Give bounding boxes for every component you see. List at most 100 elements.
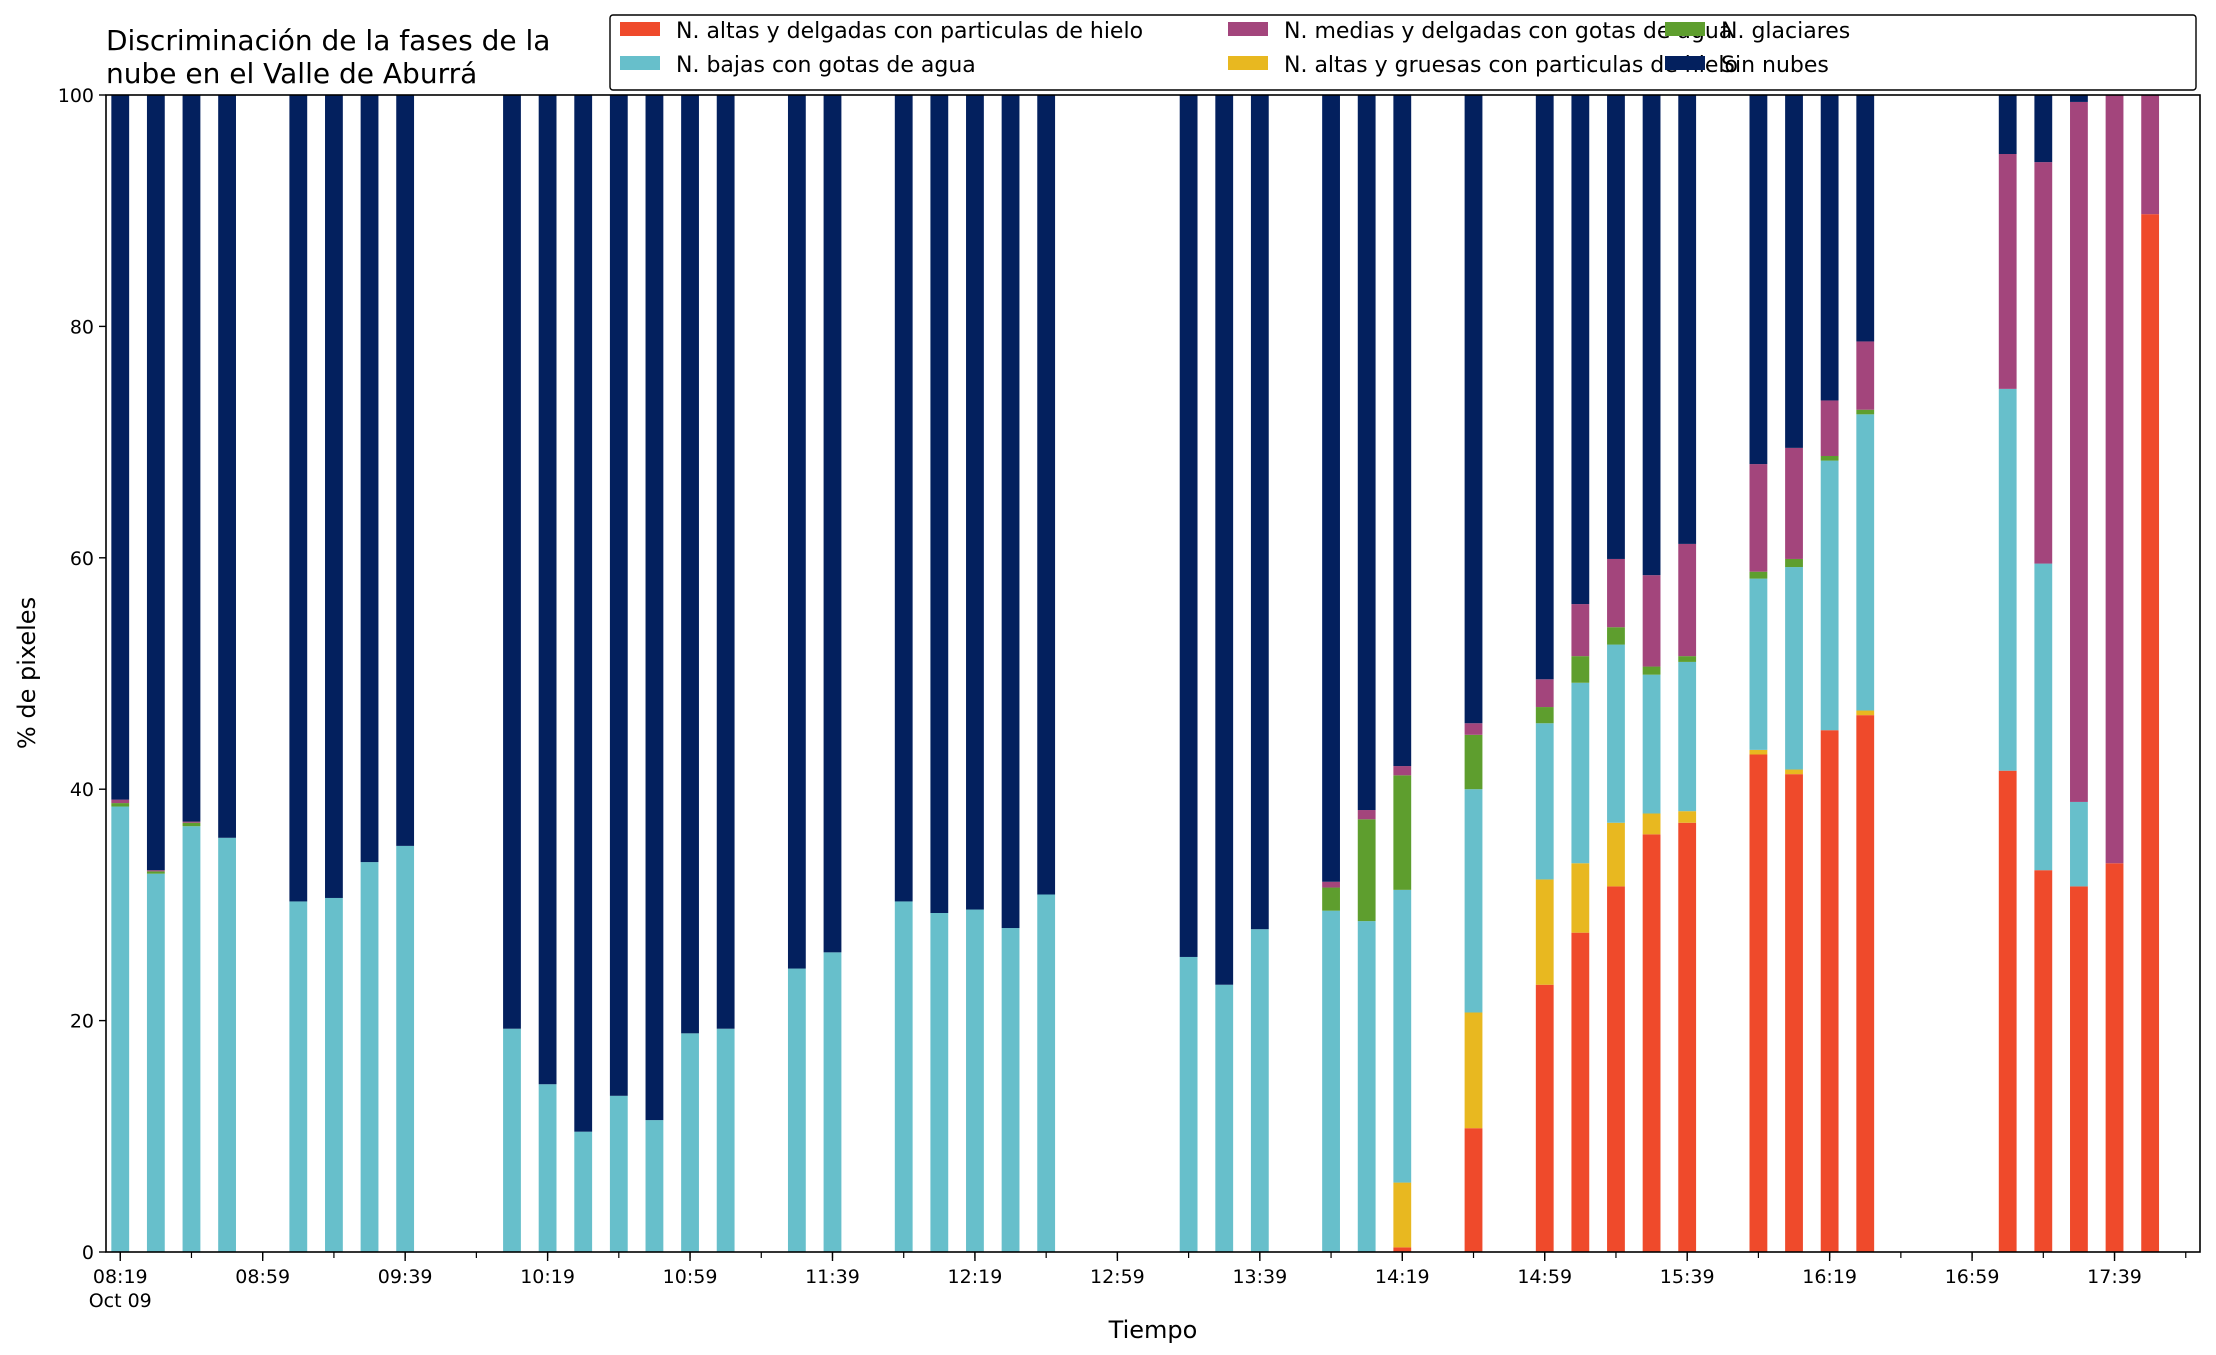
x-tick-label-0859: 08:59 xyxy=(235,1266,290,1288)
bar-segment-1239-s5 xyxy=(1037,95,1056,895)
x-axis-title: Tiempo xyxy=(1108,1316,1198,1344)
x-tick-label-1539: 15:39 xyxy=(1660,1266,1715,1288)
bar-segment-1729-s0 xyxy=(2070,886,2088,1252)
bar-segment-1359-s4 xyxy=(1322,881,1340,888)
bar-segment-1629-s4 xyxy=(1856,341,1875,410)
bar-segment-1319-s2 xyxy=(1179,956,1198,1252)
bar-segment-1409-s4 xyxy=(1357,810,1376,820)
bar-segment-1209-s2 xyxy=(930,913,949,1252)
bar-segment-0839-s5 xyxy=(182,95,201,822)
bar-segment-1519-s1 xyxy=(1607,822,1625,887)
chart-title-line-1: Discriminación de la fases de la xyxy=(106,24,550,57)
bar-segment-1139-s5 xyxy=(823,95,842,953)
y-tick-label-60: 60 xyxy=(70,548,94,570)
y-tick-label-80: 80 xyxy=(70,316,94,338)
bar-segment-1459-s4 xyxy=(1535,679,1554,708)
x-tick-label-1019: 10:19 xyxy=(520,1266,575,1288)
bar-segment-1229-s5 xyxy=(1001,95,1020,929)
bar-segment-0909-s2 xyxy=(289,901,308,1252)
bar-segment-1539-s1 xyxy=(1678,811,1697,823)
bar-segment-1439-s4 xyxy=(1464,723,1483,735)
bar-segment-1039-s5 xyxy=(609,95,628,1096)
bar-segment-1709-s0 xyxy=(1998,770,2017,1252)
bar-segment-1229-s2 xyxy=(1001,928,1020,1252)
bar-segment-1419-s4 xyxy=(1393,766,1412,776)
bar-segment-0829-s4 xyxy=(146,870,165,872)
bar-segment-1519-s2 xyxy=(1607,644,1625,823)
bar-segment-1609-s0 xyxy=(1785,774,1803,1252)
y-axis: 0 20 40 60 80 100 xyxy=(58,85,106,1264)
legend-swatch-2 xyxy=(620,56,660,70)
bar-segment-1219-s5 xyxy=(966,95,984,910)
bar-segment-1539-s4 xyxy=(1678,543,1697,657)
bar-segment-1509-s0 xyxy=(1571,932,1590,1252)
bar-segment-1609-s1 xyxy=(1785,769,1803,775)
bar-segment-1039-s2 xyxy=(609,1095,628,1252)
bar-segment-1459-s2 xyxy=(1535,723,1554,880)
bar-segment-1609-s3 xyxy=(1785,558,1803,568)
bar-segment-1439-s3 xyxy=(1464,734,1483,790)
bar-segment-1419-s5 xyxy=(1393,95,1412,767)
bar-segment-1439-s2 xyxy=(1464,789,1483,1013)
bar-segment-1619-s0 xyxy=(1820,730,1839,1252)
bar-segment-1129-s2 xyxy=(787,968,806,1252)
bar-segment-1419-s1 xyxy=(1393,1182,1412,1248)
bar-segment-1359-s2 xyxy=(1322,910,1340,1252)
bar-segment-1709-s5 xyxy=(1998,95,2017,155)
bar-segment-1539-s2 xyxy=(1678,661,1697,812)
bar-segment-1059-s5 xyxy=(681,95,699,1034)
bar-segment-1719-s4 xyxy=(2034,162,2053,564)
bar-segment-1459-s1 xyxy=(1535,879,1554,985)
legend-label-4: N. medias y delgadas con gotas de agua xyxy=(1284,19,1732,44)
bar-segment-1419-s3 xyxy=(1393,775,1412,890)
bar-segment-0829-s5 xyxy=(146,95,165,871)
bar-segment-1529-s0 xyxy=(1642,834,1661,1252)
bar-segment-1109-s2 xyxy=(716,1028,735,1252)
bar-segment-1419-s0 xyxy=(1393,1247,1412,1252)
bar-segment-1359-s5 xyxy=(1322,95,1340,882)
bar-segment-1529-s3 xyxy=(1642,666,1661,675)
bar-segment-1519-s4 xyxy=(1607,558,1625,628)
bar-segment-1209-s5 xyxy=(930,95,949,913)
x-tick-label-1259: 12:59 xyxy=(1090,1266,1145,1288)
legend-swatch-0 xyxy=(620,22,660,36)
bar-segment-1329-s5 xyxy=(1215,95,1234,985)
bar-segment-1509-s5 xyxy=(1571,95,1590,605)
bar-segment-1029-s5 xyxy=(574,95,593,1132)
bar-segment-1559-s2 xyxy=(1749,578,1768,750)
bar-segment-0839-s4 xyxy=(182,821,201,823)
x-tick-label-1419: 14:19 xyxy=(1375,1266,1430,1288)
bar-segment-1159-s2 xyxy=(894,901,913,1252)
bar-segment-1749-s4 xyxy=(2141,95,2160,215)
bar-segment-0919-s2 xyxy=(325,897,343,1252)
bar-segment-1629-s2 xyxy=(1856,414,1875,711)
bar-segment-1609-s5 xyxy=(1785,95,1803,448)
bar-segment-1019-s2 xyxy=(538,1084,557,1252)
chart-title-line-2: nube en el Valle de Aburrá xyxy=(106,57,477,90)
bar-segment-1539-s0 xyxy=(1678,822,1697,1252)
bar-segment-1629-s5 xyxy=(1856,95,1875,342)
bar-segment-1619-s4 xyxy=(1820,400,1839,456)
legend-label-1: N. altas y gruesas con particulas de hie… xyxy=(1284,53,1738,78)
legend-swatch-3 xyxy=(1665,22,1705,36)
bar-segment-1519-s3 xyxy=(1607,627,1625,645)
bar-segment-1509-s1 xyxy=(1571,863,1590,933)
bar-segment-1359-s3 xyxy=(1322,887,1340,911)
bar-segment-0929-s2 xyxy=(360,862,379,1252)
legend-label-2: N. bajas con gotas de agua xyxy=(676,53,976,78)
bar-segment-1529-s2 xyxy=(1642,674,1661,814)
legend-frame xyxy=(609,14,2197,91)
bar-segment-1049-s2 xyxy=(645,1120,664,1252)
bar-segment-1159-s5 xyxy=(894,95,913,902)
y-tick-label-40: 40 xyxy=(70,779,94,801)
bar-segment-1619-s3 xyxy=(1820,455,1839,461)
y-axis-title: % de pixeles xyxy=(13,597,41,749)
bar-segment-1749-s0 xyxy=(2141,214,2160,1252)
x-tick-label-1059: 10:59 xyxy=(663,1266,718,1288)
legend-swatch-5 xyxy=(1665,56,1705,70)
legend-swatch-1 xyxy=(1228,56,1268,70)
bar-segment-1729-s4 xyxy=(2070,101,2088,802)
bar-segment-1709-s2 xyxy=(1998,388,2017,771)
x-tick-sublabel-0819: Oct 09 xyxy=(89,1290,152,1312)
x-tick-label-1659: 16:59 xyxy=(1945,1266,2000,1288)
